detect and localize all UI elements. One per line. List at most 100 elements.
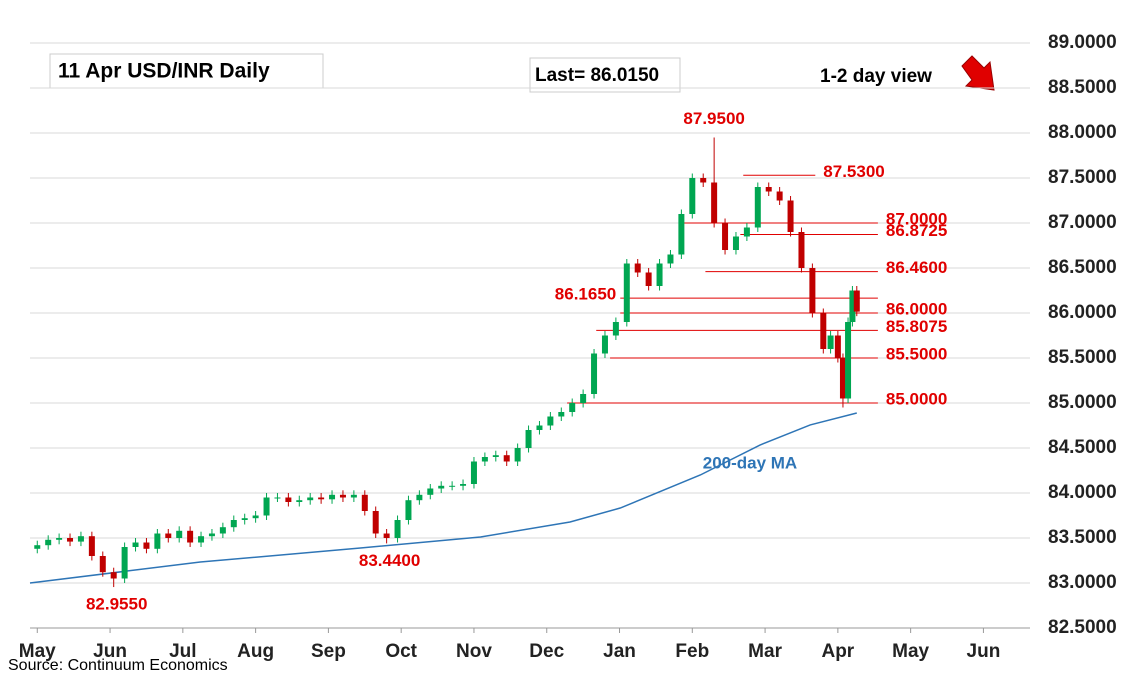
candle-body: [230, 520, 237, 528]
candle-body: [372, 511, 379, 534]
view-label: 1-2 day view: [820, 66, 932, 87]
last-box: [529, 57, 681, 93]
point-label: 82.9550: [86, 595, 147, 614]
candle-body: [591, 353, 598, 394]
candle-body: [383, 533, 390, 538]
ma-label: 200-day MA: [703, 453, 797, 472]
x-tick-label: Jul: [169, 641, 196, 662]
candle-body: [219, 527, 226, 534]
level-label: 87.0000: [886, 209, 947, 228]
candle-body: [263, 497, 270, 516]
x-tick-label: Oct: [385, 641, 417, 662]
level-label: 86.1650: [555, 285, 616, 304]
y-tick-label: 88.0000: [1048, 122, 1117, 143]
level-label: 86.4600: [886, 258, 947, 277]
candle-body: [645, 272, 652, 286]
candle-body: [88, 536, 95, 556]
candle-body: [241, 518, 248, 520]
candle-body: [296, 500, 303, 502]
y-tick-label: 82.5000: [1048, 617, 1117, 638]
title-box: [49, 53, 324, 89]
candle-body: [339, 494, 346, 498]
candle-body: [798, 232, 805, 268]
candle-body: [307, 497, 314, 501]
candle-body: [656, 263, 663, 286]
y-tick-label: 89.0000: [1048, 32, 1117, 53]
y-tick-label: 87.5000: [1048, 167, 1117, 188]
candle-body: [525, 430, 532, 448]
last-label: Last= 86.0150: [535, 65, 659, 86]
level-label: 86.0000: [886, 299, 947, 318]
candle-body: [208, 533, 215, 537]
candle-body: [470, 461, 477, 484]
candle-body: [732, 236, 739, 250]
x-tick-label: Nov: [456, 641, 492, 662]
candle-body: [569, 403, 576, 412]
candle-body: [839, 358, 846, 399]
candle-body: [820, 313, 827, 349]
candle-body: [612, 322, 619, 336]
x-tick-label: Mar: [748, 641, 782, 662]
y-tick-label: 85.5000: [1048, 347, 1117, 368]
x-tick-label: May: [19, 641, 56, 662]
y-tick-label: 86.0000: [1048, 302, 1117, 323]
candle-body: [165, 533, 172, 538]
candle-body: [198, 536, 205, 543]
x-tick-label: Jan: [603, 641, 636, 662]
candle-body: [154, 533, 161, 549]
candle-body: [416, 494, 423, 501]
candle-body: [405, 500, 412, 520]
candle-body: [845, 322, 852, 399]
x-tick-label: Aug: [237, 641, 274, 662]
x-tick-label: Jun: [93, 641, 127, 662]
candle-body: [187, 530, 194, 543]
candle-body: [834, 335, 841, 358]
candle-body: [427, 488, 434, 495]
x-tick-label: Jun: [967, 641, 1001, 662]
candle-body: [853, 290, 860, 312]
candle-body: [143, 542, 150, 549]
candle-body: [776, 191, 783, 201]
candle-body: [849, 290, 856, 322]
candle-body: [514, 448, 521, 462]
candle-body: [492, 455, 499, 457]
candle-body: [711, 182, 718, 223]
candle-body: [394, 520, 401, 538]
source: Source: Continuum Economics: [8, 657, 228, 674]
level-label: 86.8725: [886, 221, 947, 240]
level-label: 85.5000: [886, 344, 947, 363]
candle-body: [722, 223, 729, 250]
y-tick-label: 86.5000: [1048, 257, 1117, 278]
candle-body: [318, 497, 325, 500]
candle-body: [274, 497, 281, 499]
candle-body: [678, 214, 685, 255]
level-label: 87.5300: [823, 162, 884, 181]
x-tick-label: Dec: [529, 641, 564, 662]
candle-body: [45, 539, 52, 546]
candle-body: [827, 335, 834, 349]
candle-body: [809, 268, 816, 313]
view-arrow: [961, 55, 995, 91]
candle-body: [503, 455, 510, 462]
x-tick-label: Sep: [311, 641, 346, 662]
candle-body: [449, 485, 456, 487]
candle-body: [361, 494, 368, 511]
y-tick-label: 84.0000: [1048, 482, 1117, 503]
candle-body: [67, 538, 74, 542]
y-tick-label: 87.0000: [1048, 212, 1117, 233]
candle-body: [438, 485, 445, 489]
chart-title: 11 Apr USD/INR Daily: [58, 60, 270, 83]
y-tick-label: 84.5000: [1048, 437, 1117, 458]
candle-body: [252, 515, 259, 519]
candle-body: [547, 416, 554, 426]
candle-body: [56, 538, 63, 540]
candle-body: [481, 457, 488, 462]
candle-body: [99, 556, 106, 573]
x-tick-label: Feb: [675, 641, 709, 662]
candle-body: [110, 572, 117, 579]
candle-body: [667, 254, 674, 264]
point-label: 87.9500: [683, 109, 744, 128]
candle-body: [623, 263, 630, 322]
candle-body: [689, 178, 696, 214]
ma-line: [29, 412, 857, 584]
